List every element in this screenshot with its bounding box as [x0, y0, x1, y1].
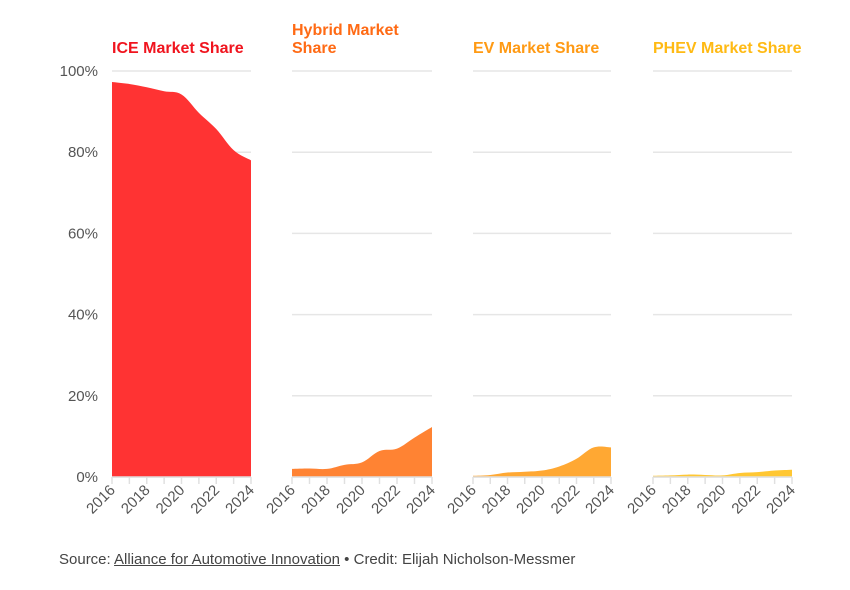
- y-tick-label: 40%: [68, 307, 98, 324]
- x-tick-label: 2020: [513, 482, 549, 518]
- x-tick-label: 2016: [624, 482, 660, 518]
- x-tick-label: 2022: [548, 482, 584, 518]
- panel-title: EV Market Share: [473, 40, 599, 57]
- panel-ice-market-share: ICE Market Share 2016 2018 2020 2022 2024: [83, 40, 258, 517]
- x-tick-label: 2024: [403, 482, 439, 518]
- x-tick-label: 2022: [187, 482, 223, 518]
- y-tick-label: 0%: [76, 469, 98, 486]
- y-tick-label: 60%: [68, 225, 98, 242]
- panel-title: ICE Market Share: [112, 40, 244, 57]
- area-series: [473, 446, 611, 477]
- y-tick-label: 100%: [60, 63, 98, 80]
- x-tick-label: 2016: [263, 482, 299, 518]
- x-tick-label: 2020: [333, 482, 369, 518]
- credit: Credit: Elijah Nicholson-Messmer: [353, 551, 576, 568]
- y-tick-label: 80%: [68, 144, 98, 161]
- y-tick-label: 20%: [68, 388, 98, 405]
- panel-title: Hybrid Market: [292, 22, 399, 39]
- x-tick-label: 2022: [368, 482, 404, 518]
- x-tick-label: 2024: [222, 482, 258, 518]
- area-series: [292, 427, 432, 477]
- x-tick-label: 2018: [659, 482, 695, 518]
- source-link[interactable]: Alliance for Automotive Innovation: [114, 551, 341, 568]
- panel-title-line2: Share: [292, 40, 337, 57]
- x-tick-label: 2024: [763, 482, 799, 518]
- x-tick-label: 2016: [83, 482, 119, 518]
- panel-title: PHEV Market Share: [653, 40, 802, 57]
- x-tick-label: 2020: [694, 482, 730, 518]
- panel-phev-market-share: PHEV Market Share 2016 2018 2020 2022 2024: [624, 40, 801, 517]
- x-tick-label: 2018: [479, 482, 515, 518]
- area-series: [112, 81, 251, 477]
- source-credit: Source: Alliance for Automotive Innovati…: [59, 551, 575, 568]
- x-tick-label: 2018: [298, 482, 334, 518]
- separator: •: [340, 551, 354, 568]
- x-tick-label: 2018: [118, 482, 154, 518]
- area-series: [653, 469, 792, 477]
- source-label: Source:: [59, 551, 115, 568]
- x-tick-label: 2016: [444, 482, 480, 518]
- x-tick-label: 2022: [728, 482, 764, 518]
- x-tick-label: 2024: [582, 482, 618, 518]
- x-tick-label: 2020: [153, 482, 189, 518]
